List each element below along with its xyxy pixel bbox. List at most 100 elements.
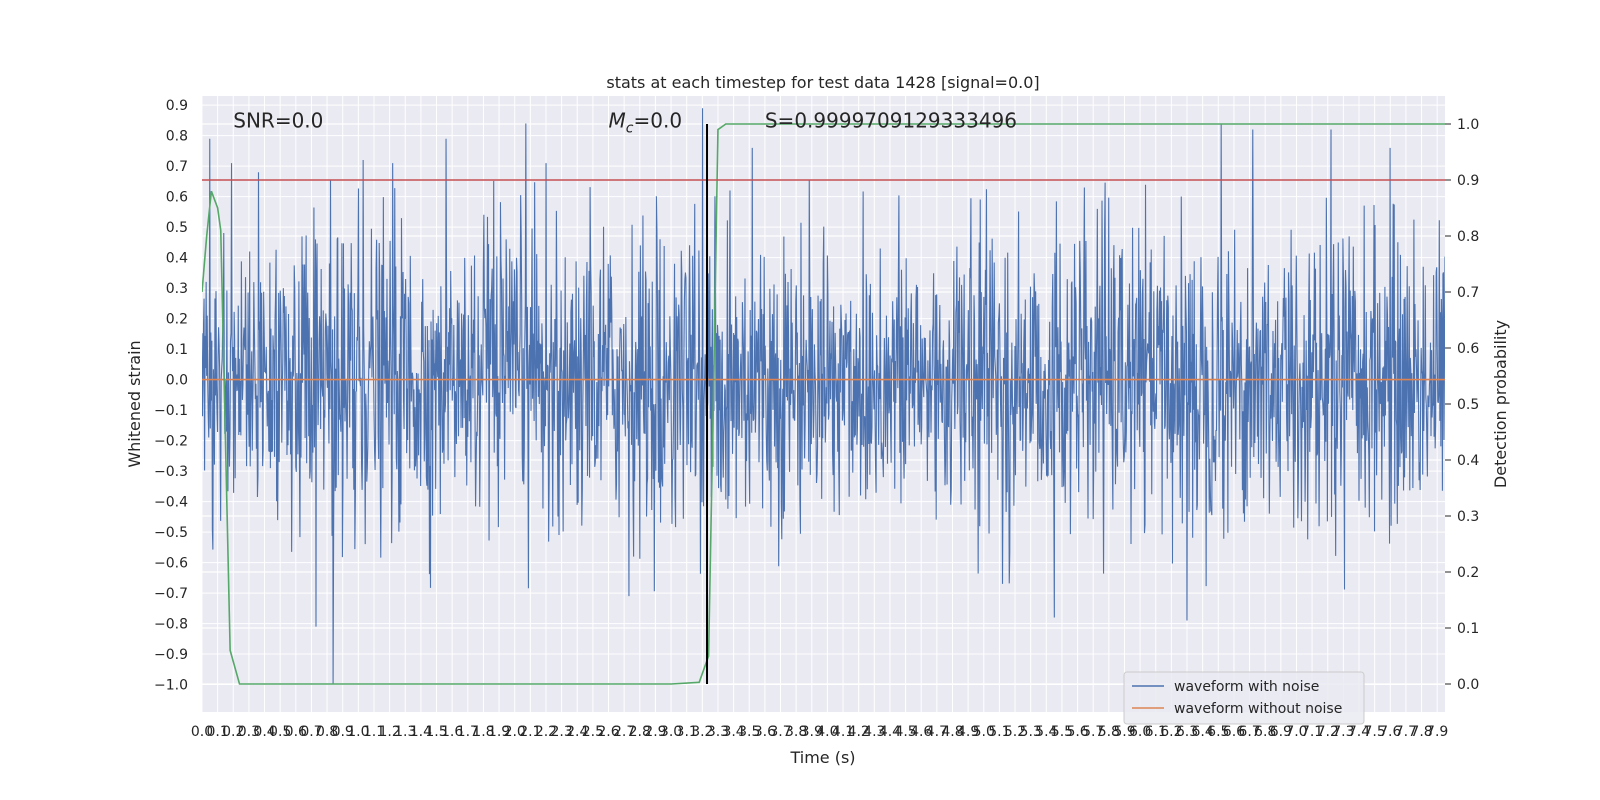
- x-tick-label: 7.5: [1364, 724, 1386, 740]
- y-tick-label-left: 0.0: [166, 373, 188, 389]
- x-tick-label: 4.4: [879, 724, 901, 740]
- y-tick-label-right: 0.1: [1457, 621, 1479, 637]
- y-tick-label-left: −0.8: [154, 617, 188, 633]
- x-tick-label: 5.7: [1082, 724, 1104, 740]
- y-tick-label-left: 0.3: [166, 281, 188, 297]
- x-tick-label: 6.9: [1270, 724, 1292, 740]
- y-tick-label-right: 0.3: [1457, 509, 1479, 525]
- x-axis-label: Time (s): [789, 748, 855, 767]
- y-tick-label-right: 1.0: [1457, 117, 1479, 133]
- x-tick-label: 1.2: [378, 724, 400, 740]
- y-tick-label-left: 0.6: [166, 190, 188, 206]
- x-tick-label: 0.5: [269, 724, 291, 740]
- x-tick-label: 3.4: [722, 724, 744, 740]
- x-tick-label: 3.3: [707, 724, 729, 740]
- x-tick-label: 2.0: [504, 724, 526, 740]
- legend-label-clean: waveform without noise: [1174, 701, 1342, 717]
- x-tick-label: 0.2: [222, 724, 244, 740]
- x-tick-label: 4.3: [863, 724, 885, 740]
- x-tick-label: 6.3: [1176, 724, 1198, 740]
- y-tick-label-left: −0.5: [154, 525, 188, 541]
- x-tick-label: 5.9: [1113, 724, 1135, 740]
- y-tick-label-right: 0.2: [1457, 565, 1479, 581]
- x-tick-label: 0.6: [285, 724, 307, 740]
- x-tick-label: 2.5: [582, 724, 604, 740]
- y-axis-label-right: Detection probability: [1491, 320, 1510, 488]
- y-tick-label-left: −0.3: [154, 464, 188, 480]
- x-tick-label: 5.4: [1035, 724, 1057, 740]
- x-tick-label: 2.3: [550, 724, 572, 740]
- x-tick-label: 6.8: [1254, 724, 1276, 740]
- y-tick-label-left: −0.6: [154, 556, 188, 572]
- annotation-snr: SNR=0.0: [233, 108, 323, 132]
- x-tick-label: 4.7: [926, 724, 948, 740]
- y-axis-label-left: Whitened strain: [125, 340, 144, 467]
- x-tick-label: 7.1: [1301, 724, 1323, 740]
- x-tick-label: 5.5: [1051, 724, 1073, 740]
- y-tick-labels-right: 0.0 0.1 0.2 0.3 0.4 0.5 0.6 0.7 0.8 0.9 1.0: [1445, 117, 1479, 693]
- x-tick-label: 4.0: [816, 724, 838, 740]
- chart-title: stats at each timestep for test data 142…: [606, 73, 1039, 92]
- line-series: [202, 123, 1445, 685]
- x-tick-labels: 0.00.10.20.30.40.50.60.70.80.91.01.11.21…: [191, 724, 1448, 740]
- x-tick-label: 6.5: [1207, 724, 1229, 740]
- x-tick-label: 4.9: [957, 724, 979, 740]
- waveform-with-noise-series: [202, 108, 1445, 685]
- waveform-with-noise-line: [202, 108, 1445, 685]
- x-tick-label: 7.3: [1332, 724, 1354, 740]
- x-tick-label: 0.1: [207, 724, 229, 740]
- x-tick-label: 4.6: [910, 724, 932, 740]
- detection-probability-line: [202, 123, 1445, 685]
- y-tick-label-right: 0.0: [1457, 677, 1479, 693]
- x-tick-label: 5.0: [973, 724, 995, 740]
- x-tick-label: 1.3: [394, 724, 416, 740]
- x-tick-label: 0.0: [191, 724, 213, 740]
- annotations: SNR=0.0 Mc=0.0 S=0.9999709129333496: [233, 108, 1017, 136]
- x-tick-label: 5.2: [1004, 724, 1026, 740]
- y-tick-label-left: −0.2: [154, 434, 188, 450]
- x-tick-label: 2.7: [613, 724, 635, 740]
- x-tick-label: 4.1: [832, 724, 854, 740]
- x-tick-label: 5.6: [1066, 724, 1088, 740]
- x-tick-label: 2.9: [644, 724, 666, 740]
- x-tick-label: 7.7: [1395, 724, 1417, 740]
- x-tick-label: 1.6: [441, 724, 463, 740]
- y-tick-label-left: −0.9: [154, 647, 188, 663]
- y-tick-label-right: 0.7: [1457, 285, 1479, 301]
- x-tick-label: 2.1: [519, 724, 541, 740]
- x-tick-label: 0.4: [253, 724, 275, 740]
- y-tick-label-right: 0.4: [1457, 453, 1479, 469]
- y-tick-label-right: 0.8: [1457, 229, 1479, 245]
- y-tick-label-left: 0.4: [166, 251, 188, 267]
- y-tick-label-left: 0.5: [166, 220, 188, 236]
- x-tick-label: 2.4: [566, 724, 588, 740]
- plot-area: [202, 108, 1445, 685]
- x-tick-label: 3.5: [738, 724, 760, 740]
- y-tick-label-left: 0.1: [166, 342, 188, 358]
- x-tick-label: 7.6: [1379, 724, 1401, 740]
- annotation-s: S=0.9999709129333496: [765, 108, 1017, 132]
- y-tick-label-left: −0.1: [154, 403, 188, 419]
- x-tick-label: 1.1: [363, 724, 385, 740]
- y-tick-label-right: 0.5: [1457, 397, 1479, 413]
- x-tick-label: 3.6: [754, 724, 776, 740]
- x-tick-label: 5.1: [988, 724, 1010, 740]
- x-tick-label: 2.2: [535, 724, 557, 740]
- x-tick-label: 3.0: [660, 724, 682, 740]
- x-tick-label: 0.8: [316, 724, 338, 740]
- y-tick-label-left: −0.4: [154, 495, 188, 511]
- x-tick-label: 1.7: [457, 724, 479, 740]
- x-tick-label: 1.0: [347, 724, 369, 740]
- y-tick-label-left: −1.0: [154, 678, 188, 694]
- x-tick-label: 3.9: [801, 724, 823, 740]
- x-tick-label: 2.6: [597, 724, 619, 740]
- x-tick-label: 0.3: [238, 724, 260, 740]
- annotation-mc: Mc=0.0: [609, 108, 683, 136]
- x-tick-label: 1.5: [425, 724, 447, 740]
- y-tick-label-right: 0.6: [1457, 341, 1479, 357]
- x-tick-label: 0.7: [300, 724, 322, 740]
- y-tick-label-left: 0.9: [166, 98, 188, 114]
- x-tick-label: 4.2: [848, 724, 870, 740]
- x-tick-label: 6.1: [1145, 724, 1167, 740]
